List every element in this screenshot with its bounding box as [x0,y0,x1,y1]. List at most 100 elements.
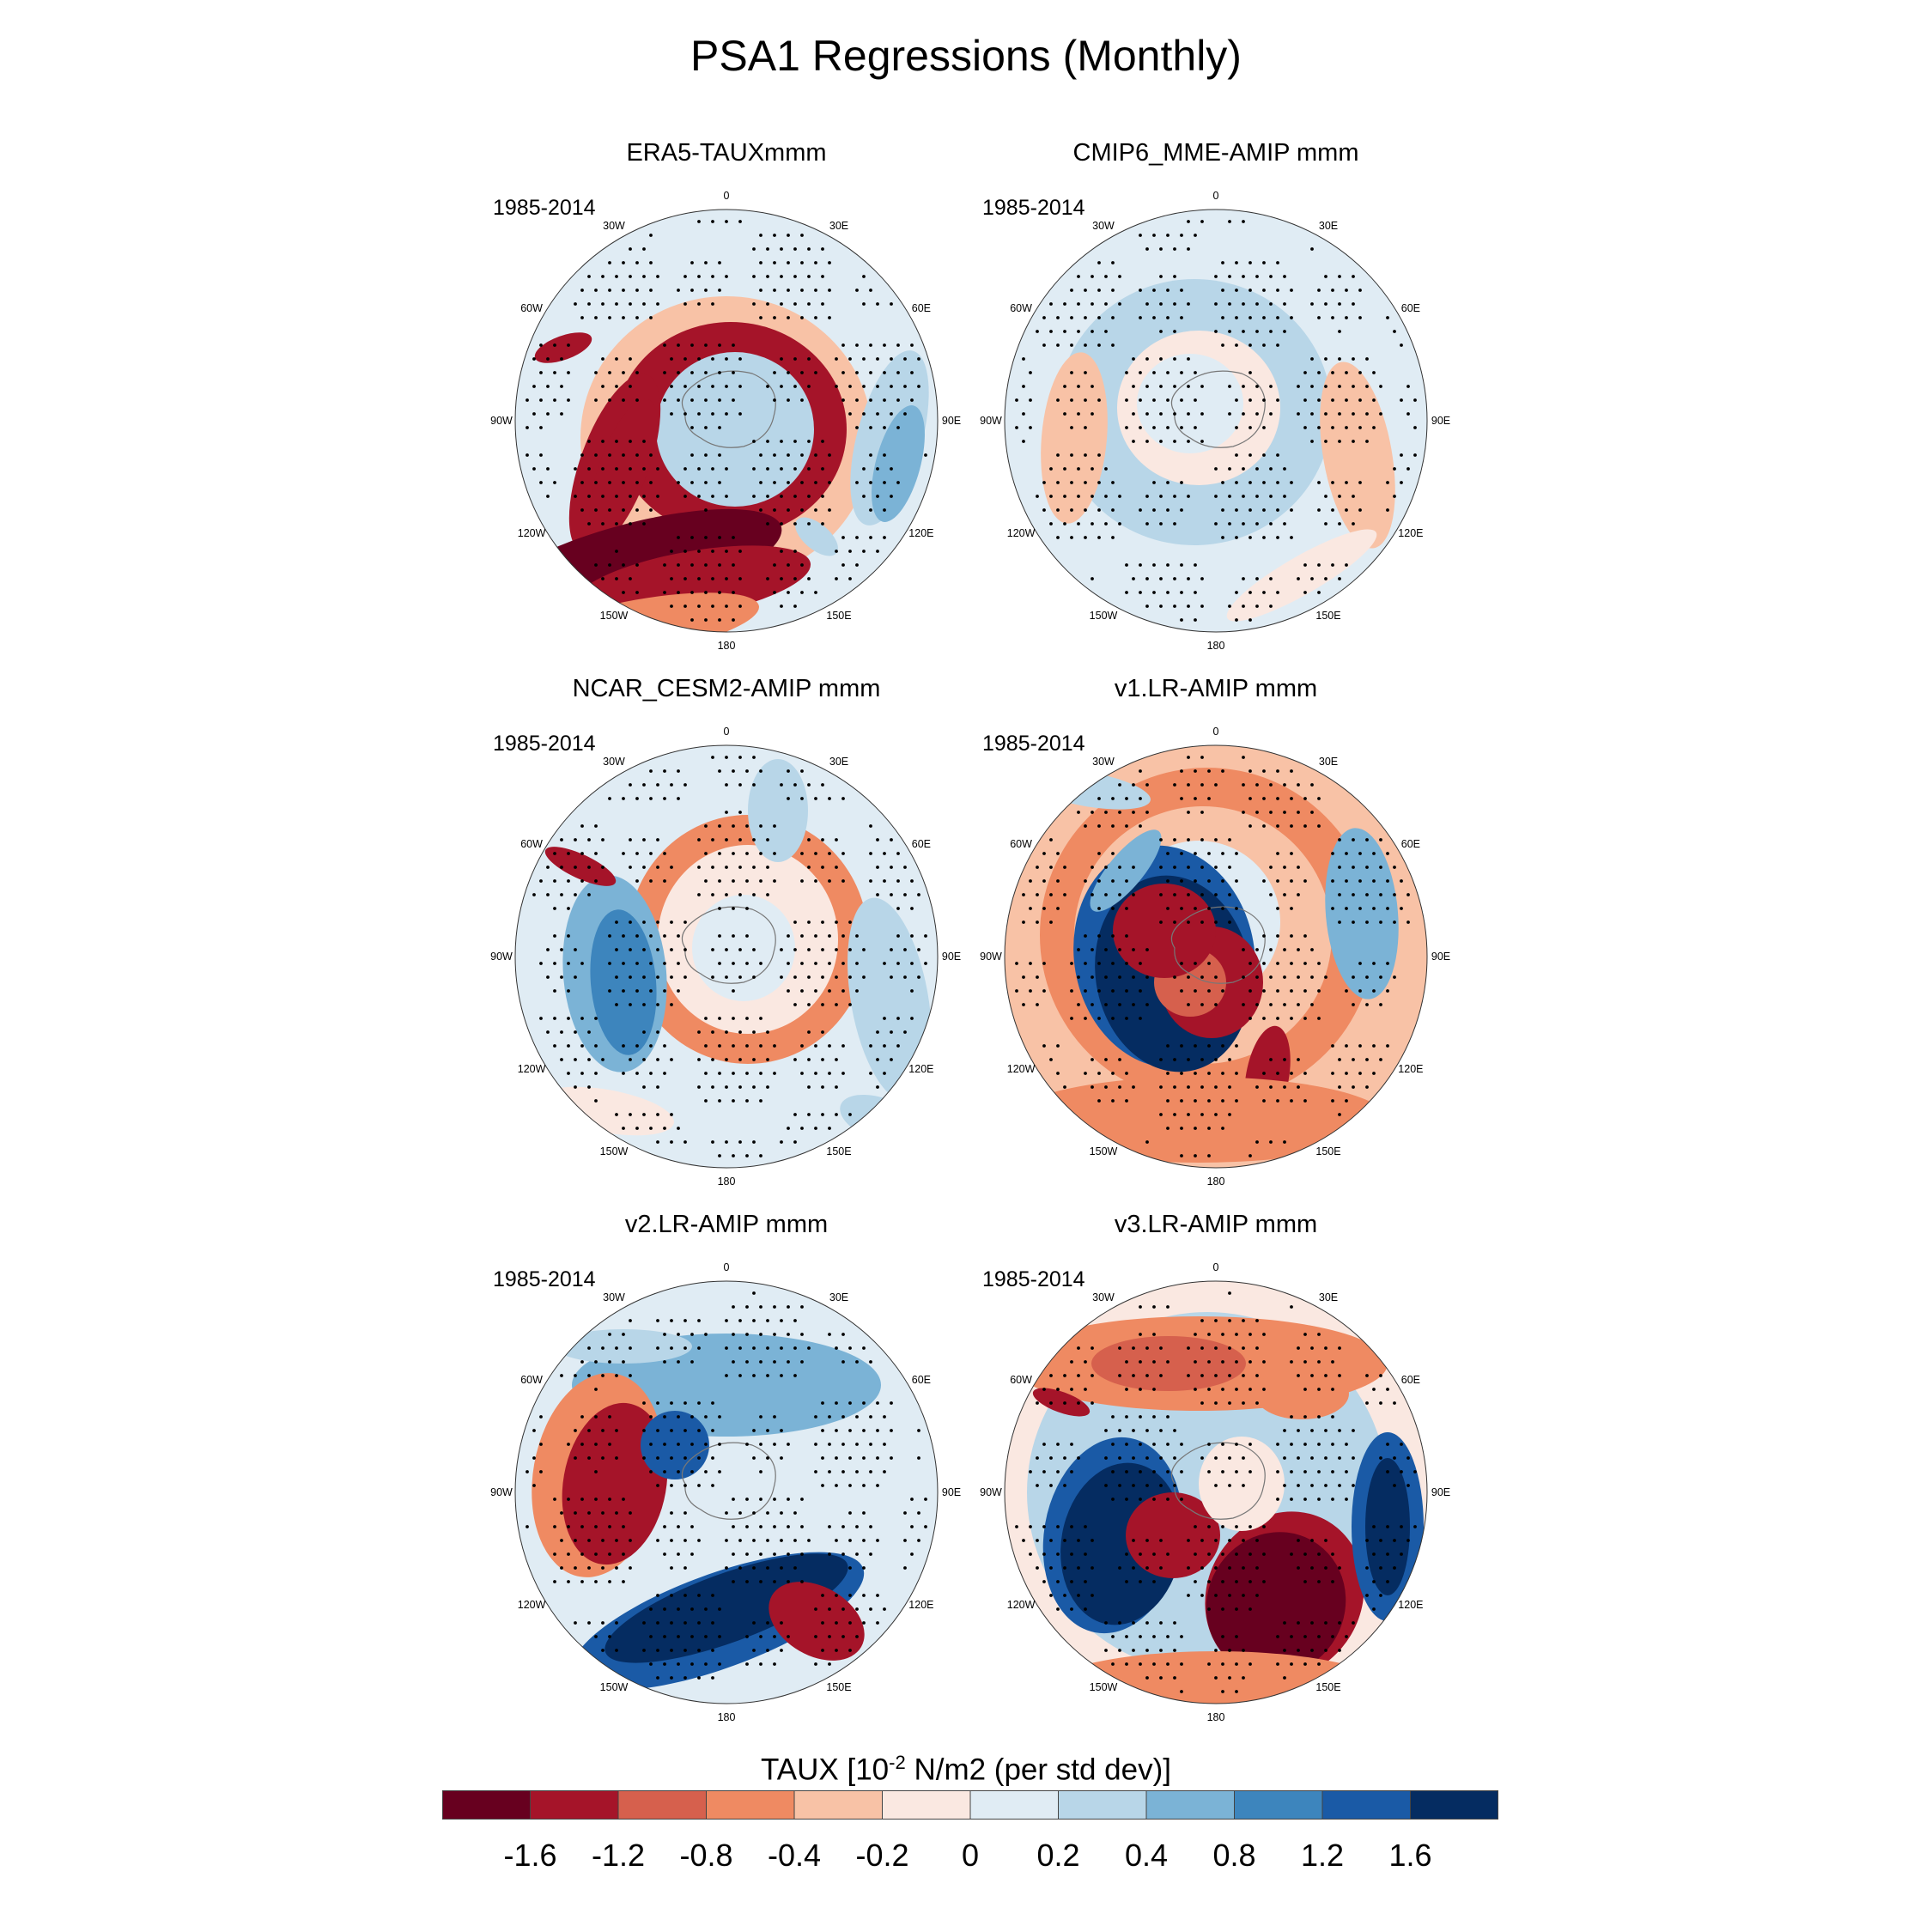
stipple-dot [1077,522,1080,526]
stipple-dot [1063,1594,1066,1597]
stipple-dot [1049,302,1053,306]
stipple-dot [1262,934,1266,938]
stipple-dot [890,302,893,306]
stipple-dot [896,1044,900,1048]
stipple-dot [1310,1539,1314,1542]
stipple-dot [1091,275,1094,278]
stipple-dot [890,1058,893,1061]
stipple-dot [580,879,584,883]
stipple-dot [718,1072,721,1075]
stipple-dot [1324,522,1327,526]
stipple-dot [1255,275,1259,278]
stipple-dot [1194,769,1197,773]
stipple-dot [1091,577,1094,580]
stipple-dot [766,522,769,526]
stipple-dot [1303,591,1307,594]
stipple-dot [745,1635,749,1638]
stipple-dot [670,1456,673,1460]
stipple-dot [1173,975,1176,979]
lon-label: 60W [1010,302,1032,314]
stipple-dot [1166,879,1170,883]
stipple-dot [553,1498,556,1501]
stipple-dot [1097,1017,1101,1020]
stipple-dot [711,302,714,306]
stipple-dot [1049,1566,1053,1570]
stipple-dot [1290,316,1293,319]
stipple-dot [560,975,563,979]
stipple-dot [752,275,756,278]
stipple-dot [608,453,611,457]
stipple-dot [787,962,790,965]
stipple-dot [615,357,618,361]
stipple-dot [759,879,762,883]
stipple-dot [1200,756,1204,759]
lon-label: 0 [1213,190,1219,202]
stipple-dot [1228,1319,1231,1322]
stipple-dot [732,343,735,347]
lon-label: 30W [1092,1291,1115,1303]
stipple-dot [793,1374,797,1377]
stipple-dot [793,783,797,787]
stipple-dot [594,1044,598,1048]
stipple-dot [1331,1635,1334,1638]
stipple-dot [622,398,625,402]
stipple-dot [1145,783,1149,787]
stipple-dot [574,495,577,498]
stipple-dot [629,920,632,924]
stipple-dot [1200,440,1204,443]
stipple-dot [1084,1525,1087,1528]
colorbar-swatch [442,1790,531,1820]
stipple-dot [1091,1401,1094,1405]
stipple-dot [1393,1456,1396,1460]
stipple-dot [800,481,804,484]
stipple-dot [718,1443,721,1446]
stipple-dot [1077,275,1080,278]
stipple-dot [814,1470,817,1473]
stipple-dot [697,1429,701,1432]
stipple-dot [560,1539,563,1542]
stipple-dot [656,1140,659,1144]
stipple-dot [1214,1346,1218,1350]
stipple-dot [1331,1552,1334,1556]
stipple-dot [869,508,872,512]
stipple-dot [725,467,728,471]
stipple-dot [704,591,708,594]
stipple-dot [1303,1635,1307,1638]
stipple-dot [601,495,605,498]
stipple-dot [601,1649,605,1652]
stipple-dot [1358,398,1362,402]
stipple-dot [642,522,646,526]
stipple-dot [759,1443,762,1446]
stipple-dot [656,975,659,979]
stipple-dot [704,1072,708,1075]
stipple-dot [1228,1346,1231,1350]
stipple-dot [656,1594,659,1597]
stipple-dot [1084,1072,1087,1075]
stipple-dot [670,975,673,979]
stipple-dot [656,1346,659,1350]
stipple-dot [1365,1003,1369,1006]
stipple-dot [677,1127,680,1130]
stipple-dot [663,1127,666,1130]
antarctica-outline [681,1442,776,1520]
stipple-dot [1125,1017,1128,1020]
map-panel-v1-lr: 0 30E 60E 90E 120E 150E 180 150W 120W 90W 60W 30W v… [975,675,1456,1197]
stipple-dot [862,1456,866,1460]
stipple-dot [1077,1401,1080,1405]
stipple-dot [1104,811,1108,814]
stipple-dot [1056,1607,1060,1611]
stipple-dot [1187,1003,1190,1006]
stipple-dot [1331,1498,1334,1501]
stipple-dot [587,1058,591,1061]
stipple-dot [1063,1374,1066,1377]
map-boundary [1004,1280,1428,1704]
stipple-dot [725,220,728,223]
stipple-dot [677,289,680,292]
stipple-dot [1317,1388,1321,1391]
stipple-dot [1118,302,1121,306]
stipple-dot [1104,330,1108,333]
stipple-dot [841,1525,845,1528]
stipple-dot [793,467,797,471]
stipple-dot [1084,1360,1087,1364]
stipple-dot [1200,605,1204,608]
